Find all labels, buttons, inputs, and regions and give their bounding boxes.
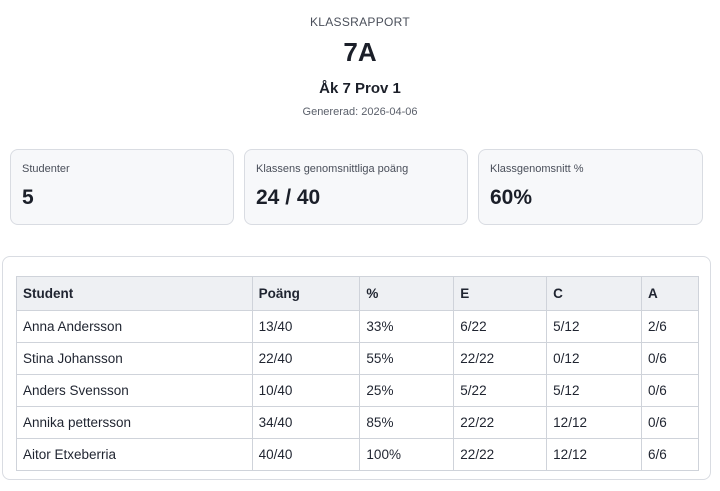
e-cell: 22/22 — [453, 438, 548, 471]
table-row: Anders Svensson 10/40 25% 5/22 5/12 0/6 — [16, 374, 699, 407]
points-cell: 22/40 — [251, 342, 361, 375]
e-cell: 6/22 — [453, 310, 548, 343]
student-name-cell: Anders Svensson — [16, 374, 253, 407]
percent-cell: 85% — [359, 406, 455, 439]
points-cell: 34/40 — [251, 406, 361, 439]
points-cell: 40/40 — [251, 438, 361, 471]
table-row: Stina Johansson 22/40 55% 22/22 0/12 0/6 — [16, 342, 699, 375]
summary-card-students: Studenter 5 — [10, 149, 234, 225]
c-cell: 5/12 — [546, 374, 643, 407]
table-row: Annika pettersson 34/40 85% 22/22 12/12 … — [16, 406, 699, 439]
generated-date: Genererad: 2026-04-06 — [302, 106, 418, 118]
e-cell: 5/22 — [453, 374, 548, 407]
table-row: Aitor Etxeberria 40/40 100% 22/22 12/12 … — [16, 438, 699, 471]
c-cell: 12/12 — [546, 406, 643, 439]
results-table: Student Poäng % E C A Anna Andersson 13/… — [16, 276, 699, 471]
summary-card-average-percent: Klassgenomsnitt % 60% — [478, 149, 703, 225]
summary-value: 60% — [490, 186, 533, 209]
a-cell: 0/6 — [641, 342, 699, 375]
c-cell: 12/12 — [546, 438, 643, 471]
column-header-points: Poäng — [251, 276, 361, 311]
percent-cell: 33% — [359, 310, 455, 343]
test-title: Åk 7 Prov 1 — [319, 80, 401, 97]
column-header-a: A — [641, 276, 699, 311]
results-panel: Student Poäng % E C A Anna Andersson 13/… — [2, 256, 711, 480]
student-name-cell: Annika pettersson — [16, 406, 253, 439]
summary-card-average-score: Klassens genomsnittliga poäng 24 / 40 — [244, 149, 468, 225]
points-cell: 10/40 — [251, 374, 361, 407]
table-header-row: Student Poäng % E C A — [16, 276, 699, 311]
column-header-c: C — [546, 276, 643, 311]
student-name-cell: Anna Andersson — [16, 310, 253, 343]
a-cell: 0/6 — [641, 374, 699, 407]
e-cell: 22/22 — [453, 342, 548, 375]
c-cell: 5/12 — [546, 310, 643, 343]
e-cell: 22/22 — [453, 406, 548, 439]
student-name-cell: Stina Johansson — [16, 342, 253, 375]
percent-cell: 55% — [359, 342, 455, 375]
column-header-percent: % — [359, 276, 455, 311]
c-cell: 0/12 — [546, 342, 643, 375]
report-eyebrow: KLASSRAPPORT — [309, 15, 411, 29]
student-name-cell: Aitor Etxeberria — [16, 438, 253, 471]
summary-value: 24 / 40 — [256, 186, 321, 209]
percent-cell: 100% — [359, 438, 455, 471]
summary-label: Klassens genomsnittliga poäng — [256, 163, 409, 175]
a-cell: 6/6 — [641, 438, 699, 471]
class-title: 7A — [343, 37, 377, 67]
column-header-e: E — [453, 276, 548, 311]
summary-label: Klassgenomsnitt % — [490, 163, 584, 175]
a-cell: 2/6 — [641, 310, 699, 343]
table-row: Anna Andersson 13/40 33% 6/22 5/12 2/6 — [16, 310, 699, 343]
column-header-student: Student — [16, 276, 253, 311]
a-cell: 0/6 — [641, 406, 699, 439]
points-cell: 13/40 — [251, 310, 361, 343]
summary-label: Studenter — [22, 163, 70, 175]
summary-value: 5 — [22, 186, 34, 209]
percent-cell: 25% — [359, 374, 455, 407]
